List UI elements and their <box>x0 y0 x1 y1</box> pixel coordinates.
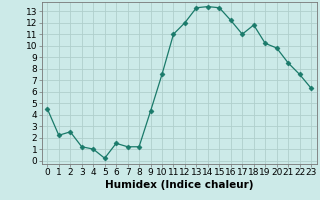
X-axis label: Humidex (Indice chaleur): Humidex (Indice chaleur) <box>105 180 253 190</box>
